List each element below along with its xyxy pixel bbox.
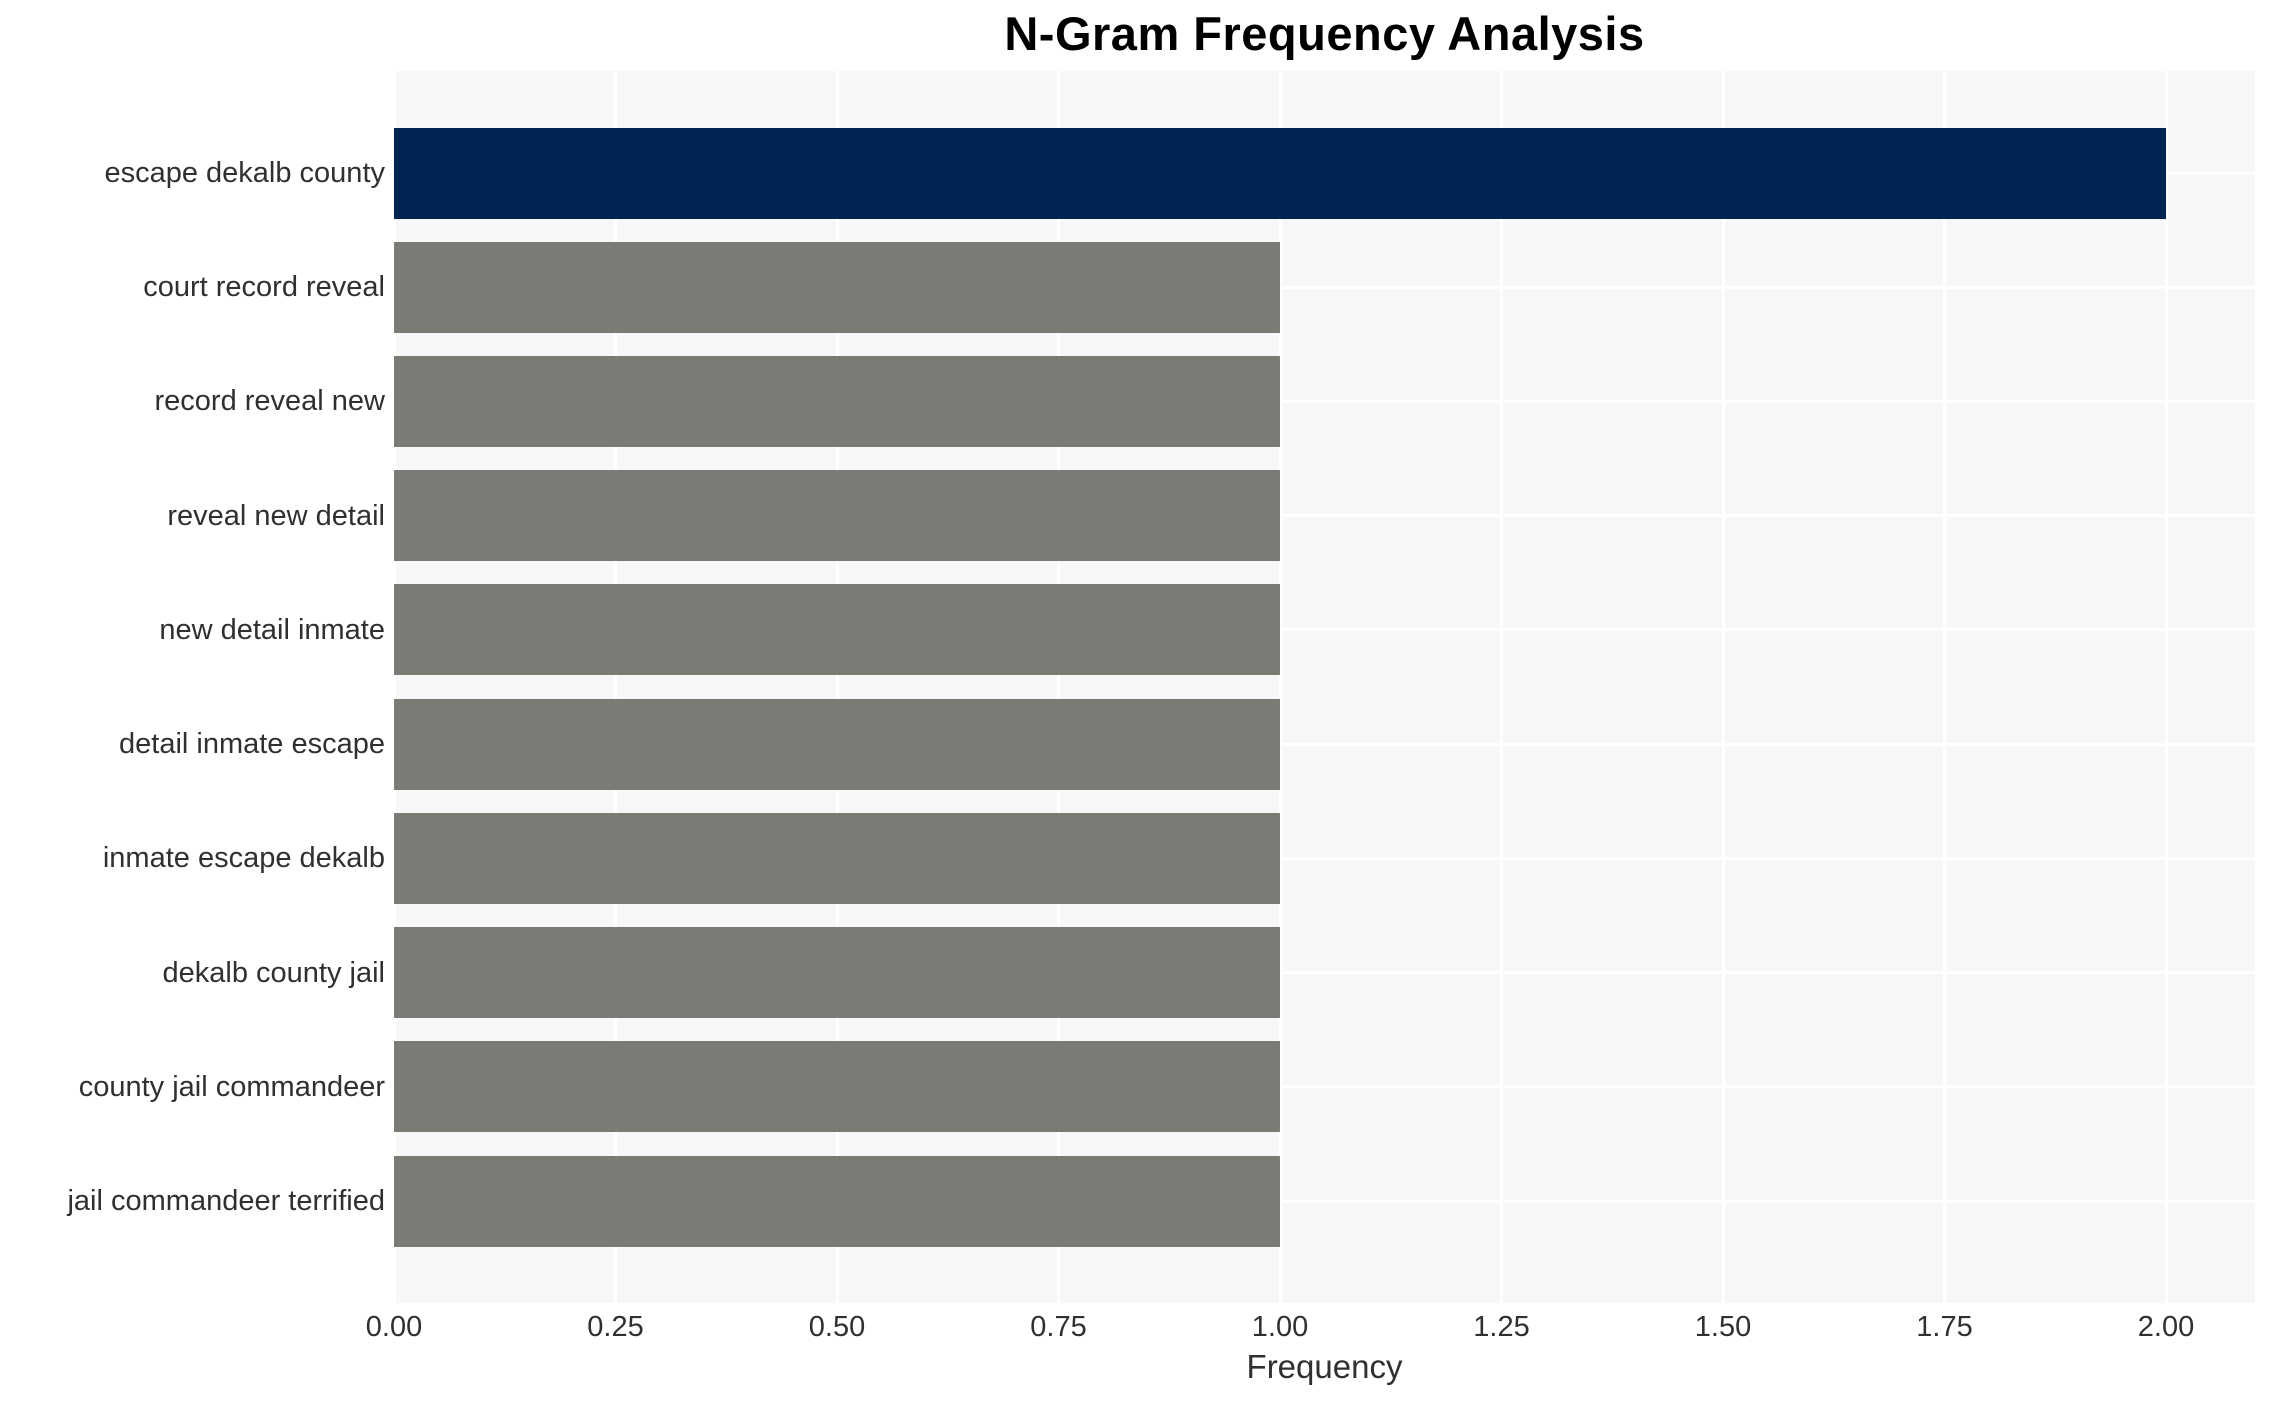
vertical-gridline [614, 71, 617, 1303]
horizontal-gridline [394, 856, 2255, 860]
horizontal-gridline [394, 1085, 2255, 1089]
x-tick-label: 1.00 [1251, 1311, 1309, 1343]
bar-jail-commandeer-terrified [394, 1155, 1280, 1247]
y-tick-label: county jail commandeer [78, 1070, 385, 1103]
y-tick-label: new detail inmate [159, 613, 385, 646]
vertical-gridline [1721, 71, 1725, 1303]
y-tick-label: jail commandeer terrified [67, 1185, 385, 1217]
horizontal-gridline [394, 285, 2255, 289]
bar-inmate-escape-dekalb [394, 812, 1280, 904]
y-tick-label: escape dekalb county [104, 157, 385, 189]
y-tick-label: record reveal new [154, 385, 386, 418]
horizontal-gridline [394, 971, 2255, 975]
chart-title: N-Gram Frequency Analysis [1004, 7, 1645, 60]
x-tick-label: 0.75 [1030, 1311, 1087, 1343]
horizontal-gridline [394, 628, 2255, 632]
y-tick-label: detail inmate escape [119, 728, 385, 761]
y-tick-label: inmate escape dekalb [102, 842, 385, 875]
bar-court-record-reveal [394, 241, 1280, 333]
bar-detail-inmate-escape [394, 698, 1280, 790]
bar-county-jail-commandeer [394, 1041, 1280, 1133]
horizontal-gridline [394, 399, 2255, 403]
y-axis-labels: escape dekalb county court record reveal r… [0, 71, 394, 1303]
plot-area [392, 71, 2255, 1303]
horizontal-gridline [394, 742, 2255, 746]
horizontal-gridline [394, 1199, 2255, 1203]
x-tick-label: 1.50 [1694, 1311, 1752, 1343]
y-tick-label: dekalb county jail [162, 956, 385, 989]
y-tick-label: court record reveal [143, 271, 385, 304]
y-tick-label: reveal new detail [167, 499, 385, 532]
vertical-gridline [1278, 71, 1282, 1303]
x-tick-label: 1.25 [1473, 1311, 1530, 1343]
vertical-gridline [2164, 71, 2168, 1303]
vertical-gridline [392, 71, 396, 1303]
vertical-gridline [1943, 71, 1946, 1303]
bar-record-reveal-new [394, 355, 1280, 447]
bar-reveal-new-detail [394, 470, 1280, 562]
horizontal-gridline [394, 514, 2255, 518]
x-tick-label: 0.00 [365, 1311, 423, 1343]
x-axis-title: Frequency [1246, 1348, 1403, 1385]
x-axis-tick-labels: 0.00 0.25 0.50 0.75 1.00 1.25 1.50 1.75 2.00 [366, 1311, 2255, 1351]
bar-dekalb-county-jail [394, 927, 1280, 1019]
vertical-gridline [1057, 71, 1060, 1303]
bar-new-detail-inmate [394, 584, 1280, 676]
x-tick-label: 1.75 [1916, 1311, 1973, 1343]
vertical-gridline [835, 71, 839, 1303]
x-tick-label: 0.25 [587, 1311, 644, 1343]
x-tick-label: 2.00 [2137, 1311, 2195, 1343]
bar-escape-dekalb-county [394, 127, 2166, 219]
x-tick-label: 0.50 [808, 1311, 866, 1343]
vertical-gridline [1500, 71, 1503, 1303]
